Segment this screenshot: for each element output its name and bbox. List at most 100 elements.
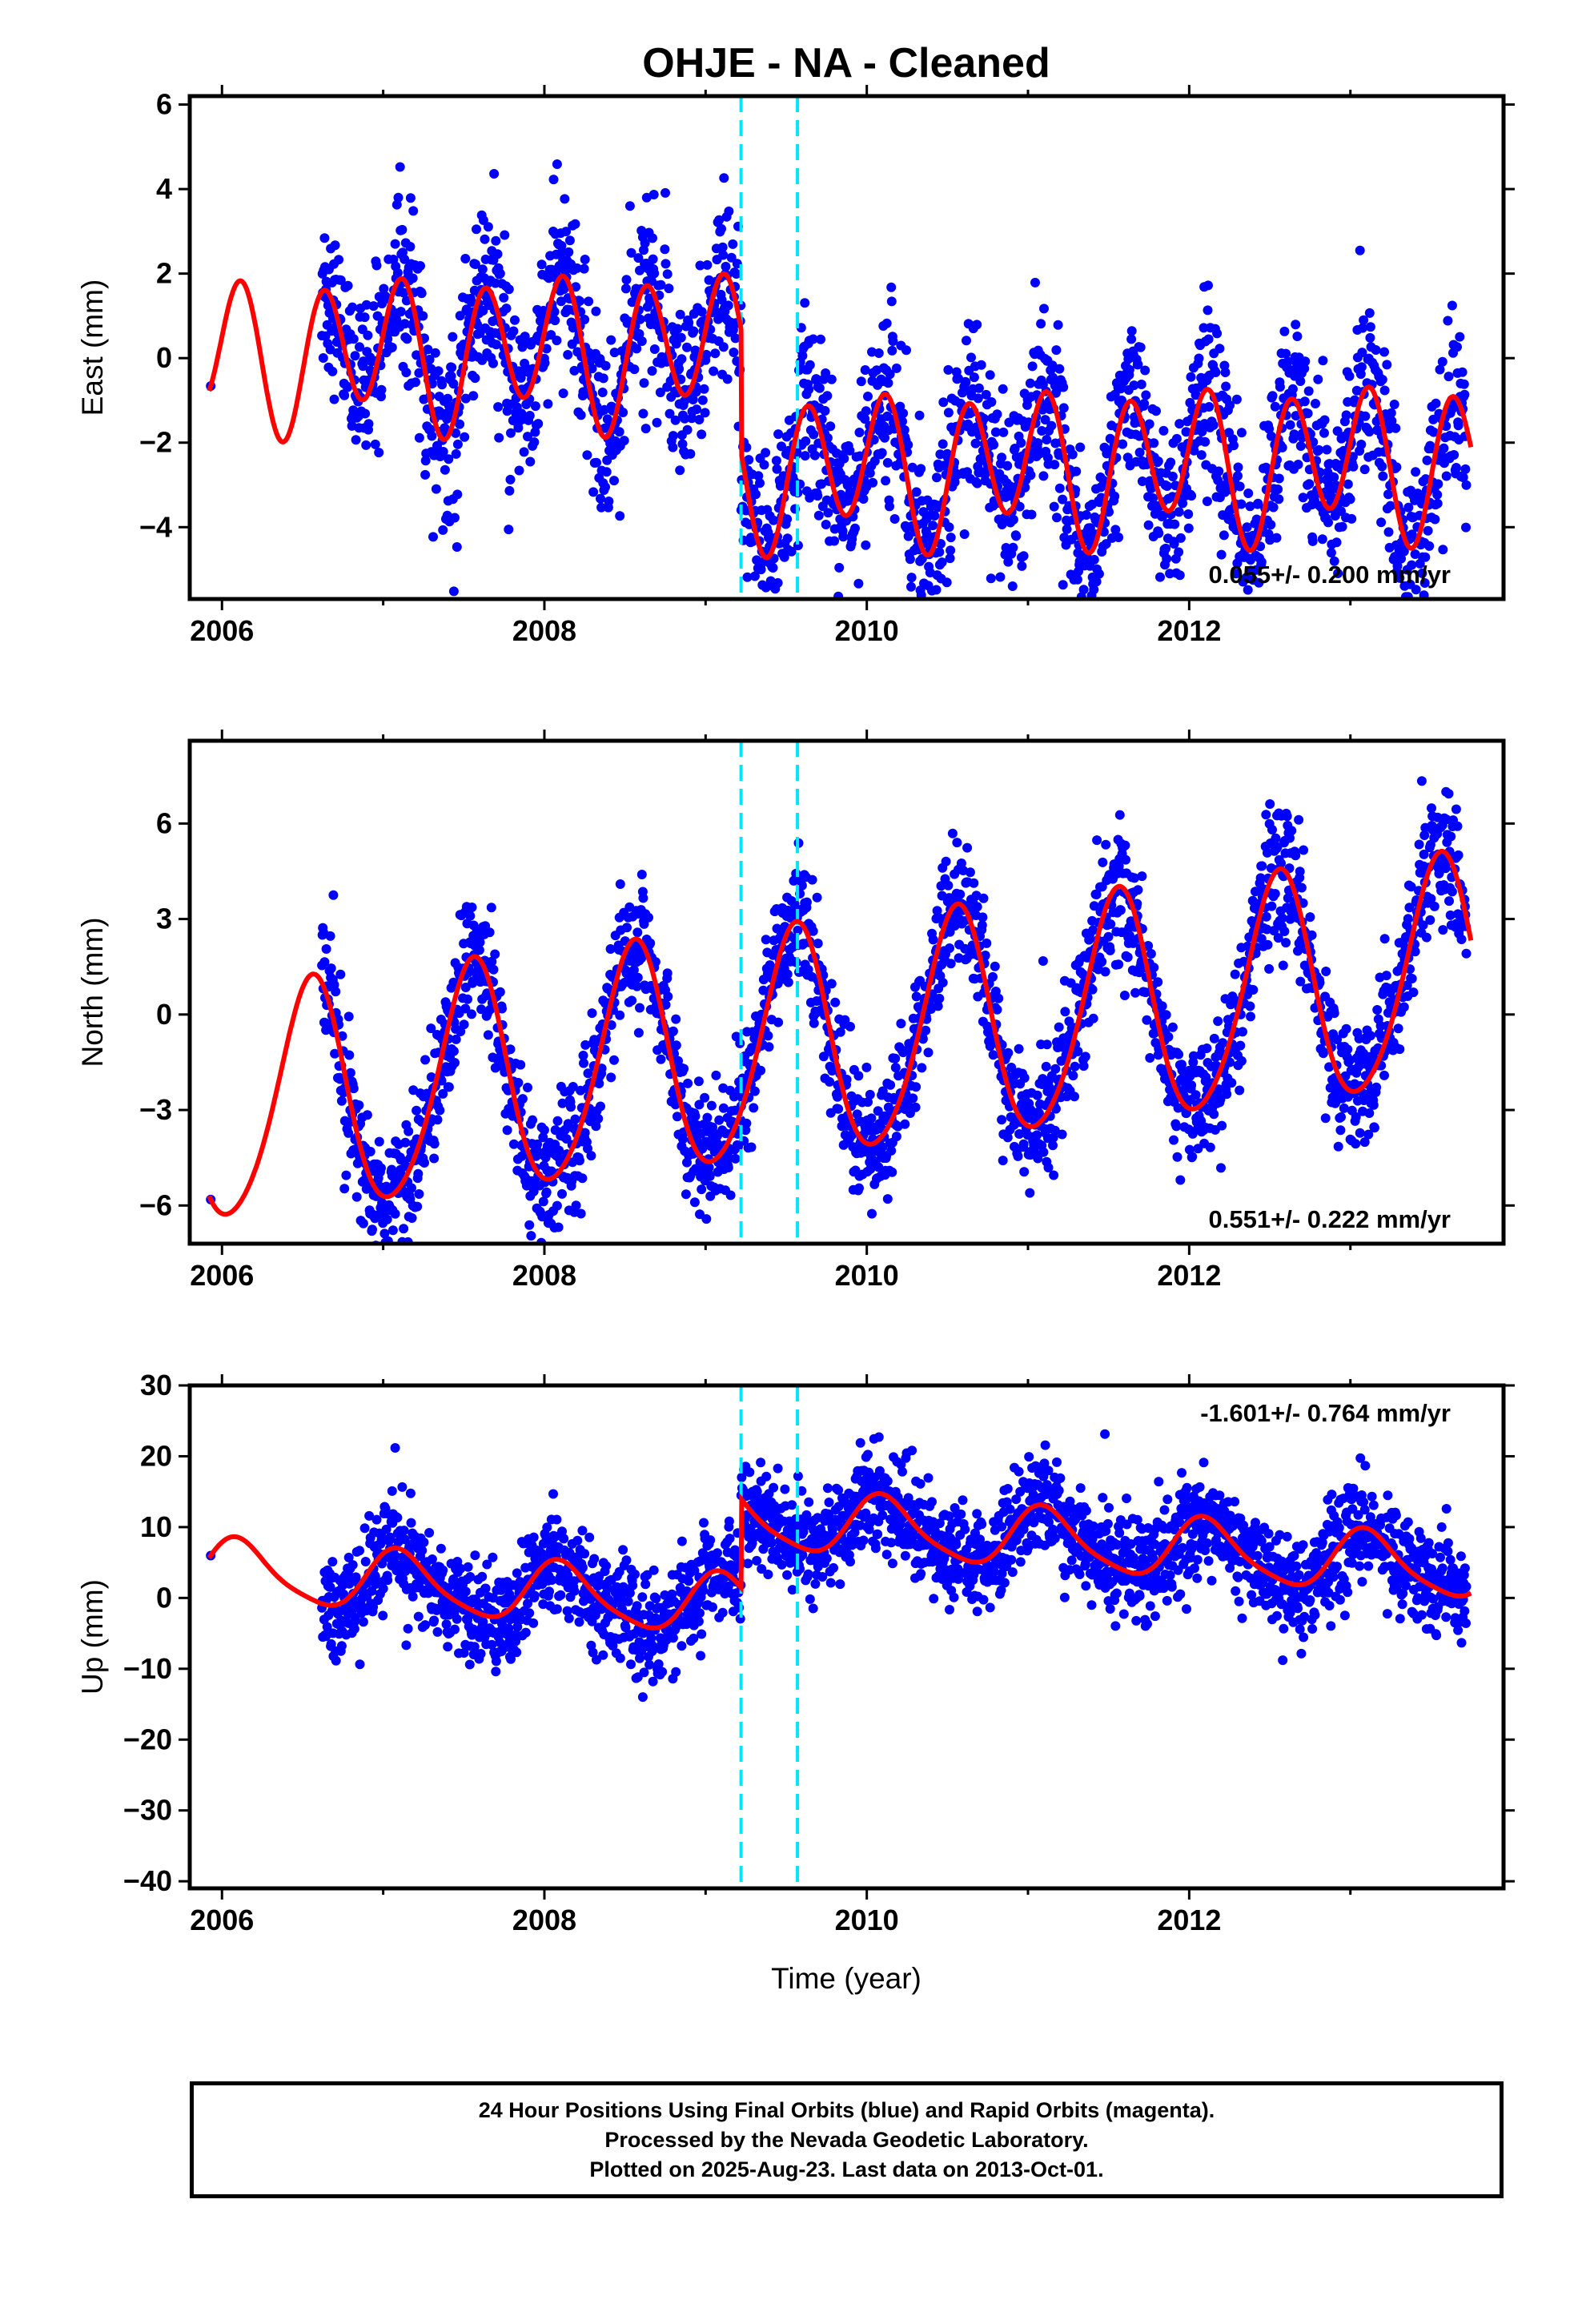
data-point	[609, 348, 620, 358]
data-point	[718, 342, 729, 352]
data-point	[1259, 621, 1269, 630]
data-point	[801, 897, 812, 907]
data-point	[1271, 533, 1282, 543]
data-point	[1248, 985, 1259, 995]
data-point	[640, 238, 650, 248]
data-point	[634, 329, 644, 339]
data-point	[440, 464, 450, 475]
data-point	[901, 345, 911, 356]
data-point	[1083, 649, 1093, 658]
model-curve	[207, 271, 1474, 561]
data-point	[600, 482, 610, 493]
data-point	[644, 912, 653, 923]
data-point	[782, 533, 793, 544]
data-point	[484, 927, 495, 938]
data-point	[1181, 427, 1191, 437]
data-point	[635, 314, 645, 324]
data-point	[1161, 543, 1171, 553]
data-point	[910, 1102, 921, 1112]
data-point	[1161, 1010, 1171, 1020]
data-point	[998, 384, 1008, 394]
y-tick-label: −2	[139, 426, 172, 459]
data-point	[1013, 1151, 1023, 1161]
data-point	[368, 301, 379, 312]
data-point	[1313, 374, 1323, 384]
data-point	[1041, 1061, 1051, 1072]
data-point	[334, 255, 344, 265]
data-point	[1451, 804, 1461, 814]
data-point	[809, 1018, 819, 1028]
data-point	[363, 419, 374, 429]
data-point	[1194, 353, 1204, 364]
data-point	[1078, 585, 1089, 595]
x-tick-label: 2008	[512, 614, 576, 647]
data-point	[866, 1113, 877, 1124]
data-point	[564, 235, 575, 246]
data-point	[1356, 440, 1367, 449]
data-point	[506, 428, 516, 438]
data-point	[325, 931, 335, 941]
data-point	[882, 1194, 893, 1204]
data-point	[723, 1163, 733, 1172]
data-point	[582, 450, 592, 460]
data-point	[1432, 489, 1443, 500]
data-point	[627, 995, 637, 1006]
data-point	[1146, 949, 1156, 959]
data-point	[1381, 971, 1391, 981]
data-point	[944, 522, 954, 533]
data-point	[1403, 502, 1414, 513]
data-point	[586, 1151, 596, 1161]
data-point	[1365, 322, 1375, 332]
plot-area	[206, 96, 1474, 658]
data-point	[420, 469, 431, 480]
data-point	[1261, 810, 1271, 820]
data-point	[763, 1031, 773, 1041]
data-point	[618, 408, 628, 417]
data-point	[1032, 1090, 1042, 1100]
data-point	[916, 464, 926, 474]
data-point	[418, 311, 428, 321]
data-point	[1233, 471, 1243, 481]
data-point	[636, 870, 647, 879]
data-point	[1038, 1147, 1049, 1157]
data-point	[675, 465, 685, 476]
data-point	[1038, 956, 1048, 966]
data-point	[633, 253, 644, 263]
data-point	[1114, 959, 1124, 970]
data-point	[502, 1125, 512, 1136]
data-point	[1114, 810, 1125, 820]
data-point	[387, 342, 397, 352]
data-point	[376, 1163, 386, 1173]
data-point	[1174, 547, 1184, 557]
data-point	[1120, 840, 1130, 850]
data-point	[742, 572, 753, 582]
data-point	[702, 1112, 713, 1123]
data-point	[508, 326, 519, 336]
data-point	[1444, 896, 1454, 907]
data-point	[677, 354, 687, 364]
data-point	[438, 525, 448, 535]
data-point	[1014, 501, 1025, 512]
data-point	[911, 1082, 921, 1092]
data-point	[524, 411, 535, 420]
data-point	[1289, 429, 1299, 440]
data-point	[1437, 356, 1447, 367]
data-point	[701, 1214, 712, 1224]
data-point	[1317, 534, 1327, 545]
data-point	[1378, 471, 1388, 481]
data-point	[635, 265, 644, 275]
data-point	[1011, 531, 1022, 541]
data-point	[645, 938, 656, 948]
data-point	[517, 1094, 528, 1104]
data-point	[891, 1132, 901, 1142]
data-point	[1379, 934, 1390, 944]
data-point	[606, 335, 616, 345]
data-point	[722, 374, 733, 384]
data-point	[472, 224, 481, 235]
data-point	[1058, 580, 1068, 590]
data-point	[1347, 452, 1358, 462]
data-point	[1441, 471, 1452, 481]
data-point	[548, 175, 559, 185]
data-point	[1050, 460, 1060, 470]
data-point	[1157, 1001, 1167, 1011]
